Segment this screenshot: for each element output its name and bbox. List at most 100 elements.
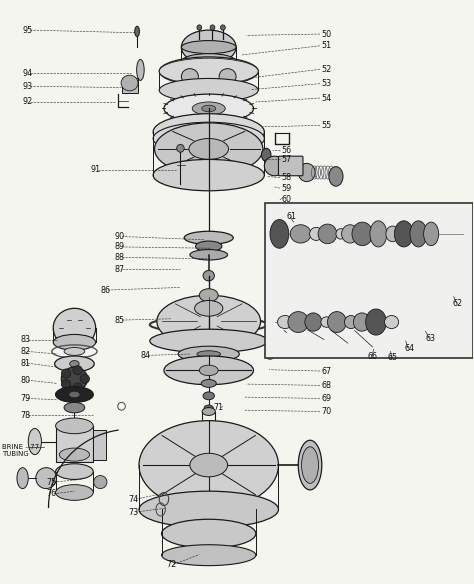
Ellipse shape bbox=[328, 312, 346, 332]
Ellipse shape bbox=[182, 40, 236, 54]
Ellipse shape bbox=[164, 94, 254, 123]
Ellipse shape bbox=[55, 387, 93, 402]
Ellipse shape bbox=[410, 221, 427, 247]
Text: 74: 74 bbox=[128, 495, 139, 503]
Ellipse shape bbox=[157, 296, 261, 347]
Ellipse shape bbox=[17, 468, 28, 489]
Bar bbox=[121, 78, 138, 93]
Ellipse shape bbox=[321, 317, 332, 327]
Ellipse shape bbox=[153, 114, 264, 150]
Text: 57: 57 bbox=[282, 155, 292, 164]
Text: 63: 63 bbox=[426, 334, 436, 343]
Ellipse shape bbox=[159, 78, 258, 102]
Text: 55: 55 bbox=[322, 121, 332, 130]
Ellipse shape bbox=[178, 346, 239, 362]
Text: 85: 85 bbox=[115, 315, 125, 325]
Ellipse shape bbox=[201, 105, 216, 112]
Ellipse shape bbox=[61, 369, 71, 378]
Text: 80: 80 bbox=[20, 376, 30, 385]
Text: 89: 89 bbox=[115, 242, 125, 252]
Text: 90: 90 bbox=[115, 232, 125, 241]
Text: 59: 59 bbox=[282, 183, 292, 193]
Ellipse shape bbox=[73, 366, 82, 375]
Ellipse shape bbox=[204, 405, 213, 412]
Ellipse shape bbox=[354, 313, 370, 331]
Ellipse shape bbox=[53, 308, 96, 347]
Ellipse shape bbox=[424, 222, 438, 246]
Ellipse shape bbox=[384, 315, 399, 329]
FancyBboxPatch shape bbox=[278, 156, 303, 176]
Ellipse shape bbox=[329, 166, 343, 186]
Text: 60: 60 bbox=[282, 196, 292, 204]
Ellipse shape bbox=[288, 312, 309, 332]
Ellipse shape bbox=[370, 221, 387, 247]
Text: 84: 84 bbox=[140, 351, 150, 360]
Ellipse shape bbox=[196, 241, 222, 252]
Ellipse shape bbox=[210, 25, 215, 30]
Ellipse shape bbox=[153, 159, 264, 191]
Ellipse shape bbox=[159, 58, 258, 84]
Text: 92: 92 bbox=[23, 98, 33, 106]
Text: BRINE - 77
TUBING: BRINE - 77 TUBING bbox=[2, 444, 39, 457]
Ellipse shape bbox=[64, 347, 85, 355]
Ellipse shape bbox=[155, 123, 263, 175]
Ellipse shape bbox=[182, 69, 198, 84]
Text: 71: 71 bbox=[213, 403, 224, 412]
Ellipse shape bbox=[150, 329, 268, 353]
Ellipse shape bbox=[164, 356, 254, 385]
Ellipse shape bbox=[277, 315, 292, 329]
Text: 53: 53 bbox=[322, 79, 332, 88]
Ellipse shape bbox=[61, 367, 88, 391]
Text: 56: 56 bbox=[282, 146, 292, 155]
Ellipse shape bbox=[220, 25, 225, 30]
Ellipse shape bbox=[135, 26, 139, 37]
Text: 73: 73 bbox=[128, 507, 139, 517]
Bar bbox=[265, 203, 473, 358]
Ellipse shape bbox=[192, 102, 225, 115]
Ellipse shape bbox=[189, 138, 228, 159]
Ellipse shape bbox=[55, 485, 93, 500]
Text: 78: 78 bbox=[20, 411, 30, 420]
Ellipse shape bbox=[137, 60, 144, 81]
Ellipse shape bbox=[318, 224, 337, 244]
Ellipse shape bbox=[305, 313, 322, 331]
Ellipse shape bbox=[197, 25, 201, 30]
Text: 68: 68 bbox=[322, 381, 332, 390]
Ellipse shape bbox=[182, 30, 236, 64]
Text: 70: 70 bbox=[322, 407, 332, 416]
Ellipse shape bbox=[153, 122, 264, 155]
Ellipse shape bbox=[201, 380, 216, 387]
Ellipse shape bbox=[290, 225, 311, 243]
Ellipse shape bbox=[199, 288, 218, 302]
Bar bbox=[55, 426, 93, 463]
Ellipse shape bbox=[345, 315, 357, 329]
Text: 50: 50 bbox=[322, 30, 332, 39]
Text: 54: 54 bbox=[322, 93, 332, 103]
Text: 87: 87 bbox=[115, 265, 125, 274]
Text: 72: 72 bbox=[166, 560, 177, 569]
Ellipse shape bbox=[139, 420, 278, 509]
Ellipse shape bbox=[197, 351, 220, 357]
Ellipse shape bbox=[199, 365, 218, 376]
Ellipse shape bbox=[73, 383, 82, 392]
Text: 58: 58 bbox=[282, 173, 292, 182]
Ellipse shape bbox=[203, 270, 214, 281]
Text: 65: 65 bbox=[388, 353, 398, 363]
Ellipse shape bbox=[195, 301, 223, 316]
Text: 51: 51 bbox=[322, 41, 332, 50]
Text: 76: 76 bbox=[46, 489, 56, 498]
Ellipse shape bbox=[53, 335, 96, 350]
Ellipse shape bbox=[394, 221, 413, 247]
Text: 62: 62 bbox=[453, 298, 463, 308]
Ellipse shape bbox=[310, 227, 323, 241]
Ellipse shape bbox=[139, 491, 278, 528]
Text: 86: 86 bbox=[100, 286, 110, 294]
Ellipse shape bbox=[64, 402, 85, 413]
Ellipse shape bbox=[190, 453, 228, 477]
Ellipse shape bbox=[386, 226, 399, 242]
Ellipse shape bbox=[190, 249, 228, 260]
Ellipse shape bbox=[28, 429, 41, 454]
Ellipse shape bbox=[121, 75, 138, 91]
Ellipse shape bbox=[70, 360, 79, 367]
Ellipse shape bbox=[301, 447, 319, 484]
